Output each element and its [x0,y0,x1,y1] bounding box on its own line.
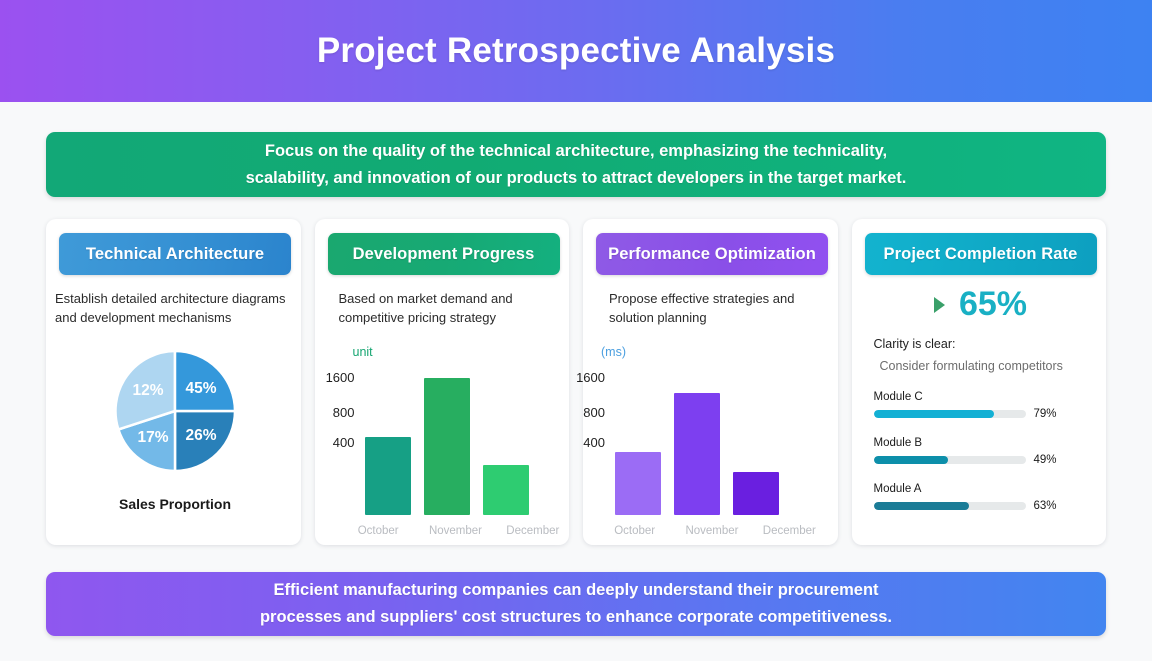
x-axis-labels: October November December [597,525,827,537]
pie-label-17: 17% [137,429,168,446]
progress-item-module-c: Module C 79% [873,391,1092,420]
y-axis-unit-label: (ms) [601,345,626,359]
progress-row: 63% [873,500,1092,512]
bar-december [482,465,529,515]
progress-track [873,456,1026,464]
progress-label: Module A [873,483,922,495]
bar-november [423,378,470,515]
pie-label-12: 12% [132,382,163,399]
card-row: Technical Architecture Establish detaile… [46,219,1106,545]
kpi-note-primary: Clarity is clear: [873,337,956,351]
progress-row: 79% [873,408,1092,420]
progress-track [873,410,1026,418]
x-label-november: November [685,525,739,537]
x-label-november: November [428,525,483,537]
card-title-pill-project-completion-rate: Project Completion Rate [864,233,1097,275]
progress-label: Module B [873,437,923,449]
card-title-text: Project Completion Rate [883,244,1078,263]
bottom-banner-line-2: processes and suppliers' cost structures… [259,608,893,626]
card-title-text: Performance Optimization [608,244,816,263]
y-axis-unit-label: unit [352,345,373,359]
progress-percent: 79% [1033,408,1057,420]
progress-fill [873,456,948,464]
x-label-december: December [506,525,560,537]
card-description: Based on market demand and competitive p… [338,291,513,325]
bottom-callout-banner: Efficient manufacturing companies can de… [46,572,1106,636]
card-development-progress[interactable]: Development Progress Based on market dem… [314,219,573,545]
card-title-pill-development-progress: Development Progress [327,233,560,275]
x-label-october: October [357,525,399,537]
progress-fill [873,410,994,418]
x-label-october: October [614,525,656,537]
x-axis-labels: October November December [341,525,571,537]
progress-track [873,502,1026,510]
card-performance-optimization[interactable]: Performance Optimization Propose effecti… [576,219,841,545]
pie-label-45: 45% [185,380,216,397]
pie-slice-45-top [173,349,237,413]
pie-chart-svg: 45% 26% 17% 12% [114,349,237,473]
bottom-banner-line-1: Efficient manufacturing companies can de… [273,581,879,599]
top-banner-line-2: scalability, and innovation of our produ… [245,168,907,187]
y-tick-400: 400 [583,435,605,450]
progress-item-module-b: Module B 49% [873,437,1092,466]
bar-group [615,370,779,515]
y-tick-400: 400 [332,435,355,450]
bar-chart-performance: (ms) 1600 800 400 October November Decem… [576,345,841,545]
pie-slice-12 [114,349,177,432]
y-tick-800: 800 [583,405,605,420]
page-header: Project Retrospective Analysis [0,0,1152,102]
card-title-pill-performance-optimization: Performance Optimization [596,233,828,275]
top-banner-line-1: Focus on the quality of the technical ar… [264,141,888,160]
pie-chart-caption: Sales Proportion [118,496,232,512]
y-tick-800: 800 [332,405,355,420]
card-description: Propose effective strategies and solutio… [609,291,795,325]
y-tick-1600: 1600 [325,370,355,385]
bar-october [364,437,411,515]
card-title-pill-technical-architecture: Technical Architecture [59,233,291,275]
bar-november [674,393,720,515]
top-callout-banner: Focus on the quality of the technical ar… [46,132,1106,197]
pie-label-26: 26% [185,427,216,444]
card-title-text: Technical Architecture [85,244,265,263]
page-title: Project Retrospective Analysis [316,31,836,70]
kpi-row: 65% [852,285,1110,324]
pie-slice-26 [173,409,237,473]
progress-percent: 63% [1033,500,1057,512]
progress-percent: 49% [1033,454,1057,466]
card-title-text: Development Progress [352,244,535,263]
bar-chart-development: unit 1600 800 400 October November Decem… [315,345,573,545]
progress-row: 49% [873,454,1092,466]
triangle-marker-icon [933,296,945,313]
card-description: Establish detailed architecture diagrams… [55,291,286,325]
progress-fill [873,502,970,510]
pie-chart: 45% 26% 17% 12% [46,349,304,479]
bar-december [733,472,779,515]
y-tick-1600: 1600 [576,370,605,385]
bar-group [364,370,529,515]
card-technical-architecture[interactable]: Technical Architecture Establish detaile… [46,219,301,545]
progress-item-module-a: Module A 63% [873,483,1092,512]
bar-october [615,452,661,515]
progress-label: Module C [873,391,923,403]
card-project-completion-rate[interactable]: Project Completion Rate 65% Clarity is c… [851,219,1110,545]
kpi-note-secondary: Consider formulating competitors [879,359,1063,373]
x-label-december: December [762,525,816,537]
kpi-value: 65% [958,285,1028,323]
